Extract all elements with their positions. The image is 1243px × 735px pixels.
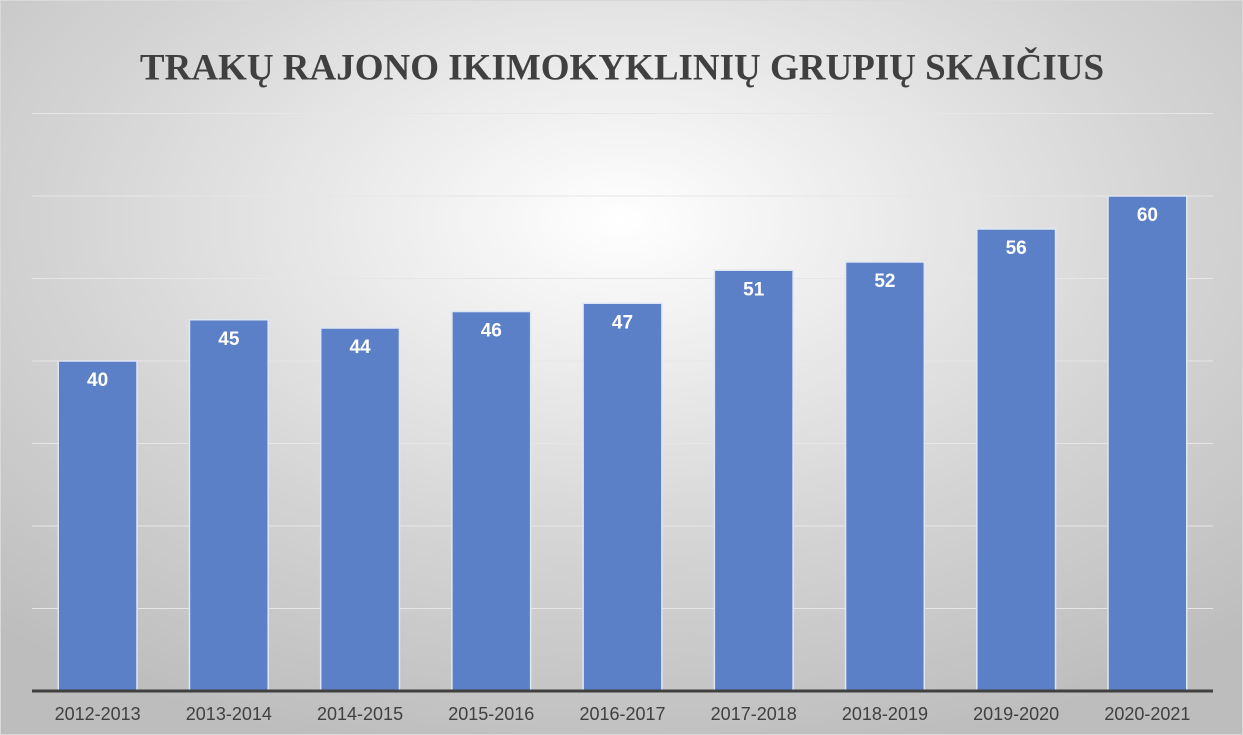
bar <box>844 261 926 692</box>
data-label: 47 <box>612 312 633 333</box>
data-label: 52 <box>874 271 895 292</box>
data-label: 40 <box>87 370 108 391</box>
data-label: 46 <box>481 321 502 342</box>
x-tick-label: 2015-2016 <box>448 704 534 724</box>
data-label: 45 <box>218 329 240 350</box>
chart-title: TRAKŲ RAJONO IKIMOKYKLINIŲ GRUPIŲ SKAIČI… <box>140 45 1104 88</box>
bar <box>976 228 1057 692</box>
data-label: 51 <box>743 279 765 300</box>
data-label: 60 <box>1137 205 1158 226</box>
x-tick-label: 2018-2019 <box>842 704 928 724</box>
bar <box>1107 195 1188 692</box>
x-tick-label: 2019-2020 <box>973 704 1059 724</box>
x-tick-label: 2017-2018 <box>711 704 797 724</box>
x-tick-label: 2020-2021 <box>1104 704 1190 724</box>
data-label: 56 <box>1006 238 1027 259</box>
x-tick-label: 2012-2013 <box>55 704 141 724</box>
bar <box>451 310 532 692</box>
bar <box>713 269 794 692</box>
x-tick-label: 2013-2014 <box>186 704 272 724</box>
bar <box>319 327 401 692</box>
bar <box>582 302 663 692</box>
x-tick-label: 2016-2017 <box>579 704 665 724</box>
data-label: 44 <box>349 337 371 358</box>
bar <box>188 319 269 692</box>
x-tick-label: 2014-2015 <box>317 704 403 724</box>
bar <box>57 360 138 692</box>
